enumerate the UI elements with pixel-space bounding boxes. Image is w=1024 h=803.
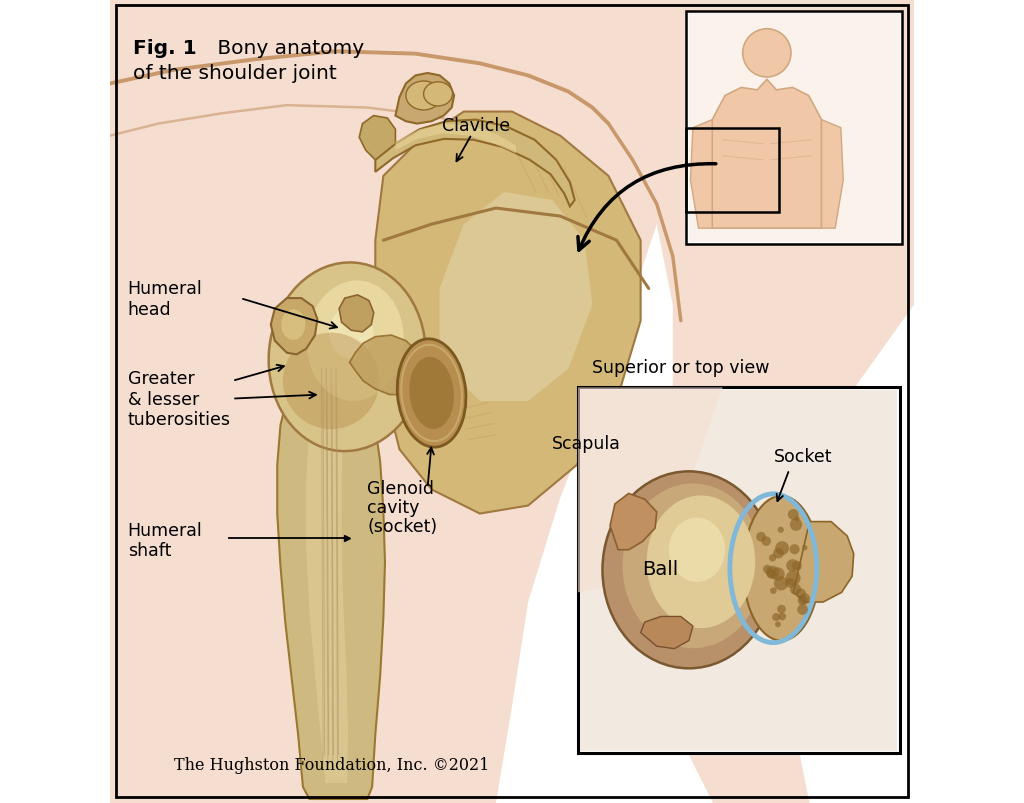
Bar [581,390,897,751]
Polygon shape [439,193,593,402]
Ellipse shape [329,308,374,360]
Circle shape [774,577,788,591]
Circle shape [770,588,777,594]
Text: Socket: Socket [774,448,833,466]
Text: Humeral: Humeral [128,280,203,298]
Ellipse shape [743,496,819,641]
Polygon shape [270,299,317,355]
Bar [686,128,779,213]
Polygon shape [376,112,641,514]
Bar [578,388,899,753]
Circle shape [796,589,806,599]
Circle shape [799,593,810,605]
Circle shape [762,536,771,546]
Polygon shape [690,120,713,229]
Circle shape [790,519,802,532]
Polygon shape [608,0,914,803]
Text: Glenoid: Glenoid [368,479,434,497]
Ellipse shape [397,340,466,447]
Text: Bony anatomy: Bony anatomy [211,39,365,58]
Ellipse shape [647,495,756,628]
Text: Fig. 1: Fig. 1 [132,39,197,58]
Polygon shape [376,120,574,207]
Ellipse shape [268,263,426,451]
Circle shape [785,578,795,588]
Circle shape [767,569,775,578]
Ellipse shape [307,281,403,402]
Polygon shape [794,522,854,602]
Circle shape [766,566,779,579]
Bar [689,14,899,243]
Circle shape [795,516,800,522]
Polygon shape [395,124,516,154]
Circle shape [771,568,784,581]
Circle shape [790,544,800,555]
Text: & lesser: & lesser [128,390,199,408]
Circle shape [773,548,783,559]
Polygon shape [821,120,843,229]
Polygon shape [306,379,348,783]
Circle shape [769,554,776,562]
Polygon shape [110,0,673,803]
Text: cavity: cavity [368,499,420,516]
Circle shape [797,605,808,615]
Ellipse shape [424,83,453,107]
Circle shape [742,30,791,78]
Text: Clavicle: Clavicle [441,117,510,135]
Ellipse shape [282,310,305,340]
Polygon shape [278,365,385,799]
Text: Scapula: Scapula [552,434,622,452]
Text: (socket): (socket) [368,518,437,536]
Circle shape [777,605,785,613]
Text: The Hughston Foundation, Inc. ©2021: The Hughston Foundation, Inc. ©2021 [174,756,489,773]
Circle shape [802,545,808,551]
Polygon shape [339,296,374,332]
Text: Superior or top view: Superior or top view [593,359,770,377]
Bar [686,12,902,245]
Text: Ball: Ball [643,559,679,578]
Ellipse shape [283,333,379,430]
Text: Humeral: Humeral [128,521,203,539]
Polygon shape [713,80,821,229]
Circle shape [763,565,772,574]
Polygon shape [359,116,395,161]
Circle shape [777,527,784,533]
Circle shape [787,509,799,520]
Polygon shape [395,74,454,124]
Polygon shape [641,617,693,649]
Circle shape [775,541,790,556]
Polygon shape [578,388,723,593]
Ellipse shape [410,357,454,430]
Circle shape [775,622,781,627]
Text: head: head [128,300,171,318]
Circle shape [772,613,780,622]
Circle shape [778,613,786,621]
Ellipse shape [669,518,725,582]
Text: of the shoulder joint: of the shoulder joint [132,64,336,84]
Ellipse shape [406,82,441,111]
Circle shape [790,584,801,595]
Circle shape [798,596,808,605]
Text: tuberosities: tuberosities [128,410,230,428]
Polygon shape [349,336,428,395]
Circle shape [786,560,799,572]
Ellipse shape [602,472,775,668]
Circle shape [785,571,801,586]
Text: Greater: Greater [128,370,195,388]
Ellipse shape [623,483,763,649]
Text: shaft: shaft [128,541,171,559]
Polygon shape [610,494,656,550]
Circle shape [756,532,766,542]
Circle shape [792,561,802,571]
